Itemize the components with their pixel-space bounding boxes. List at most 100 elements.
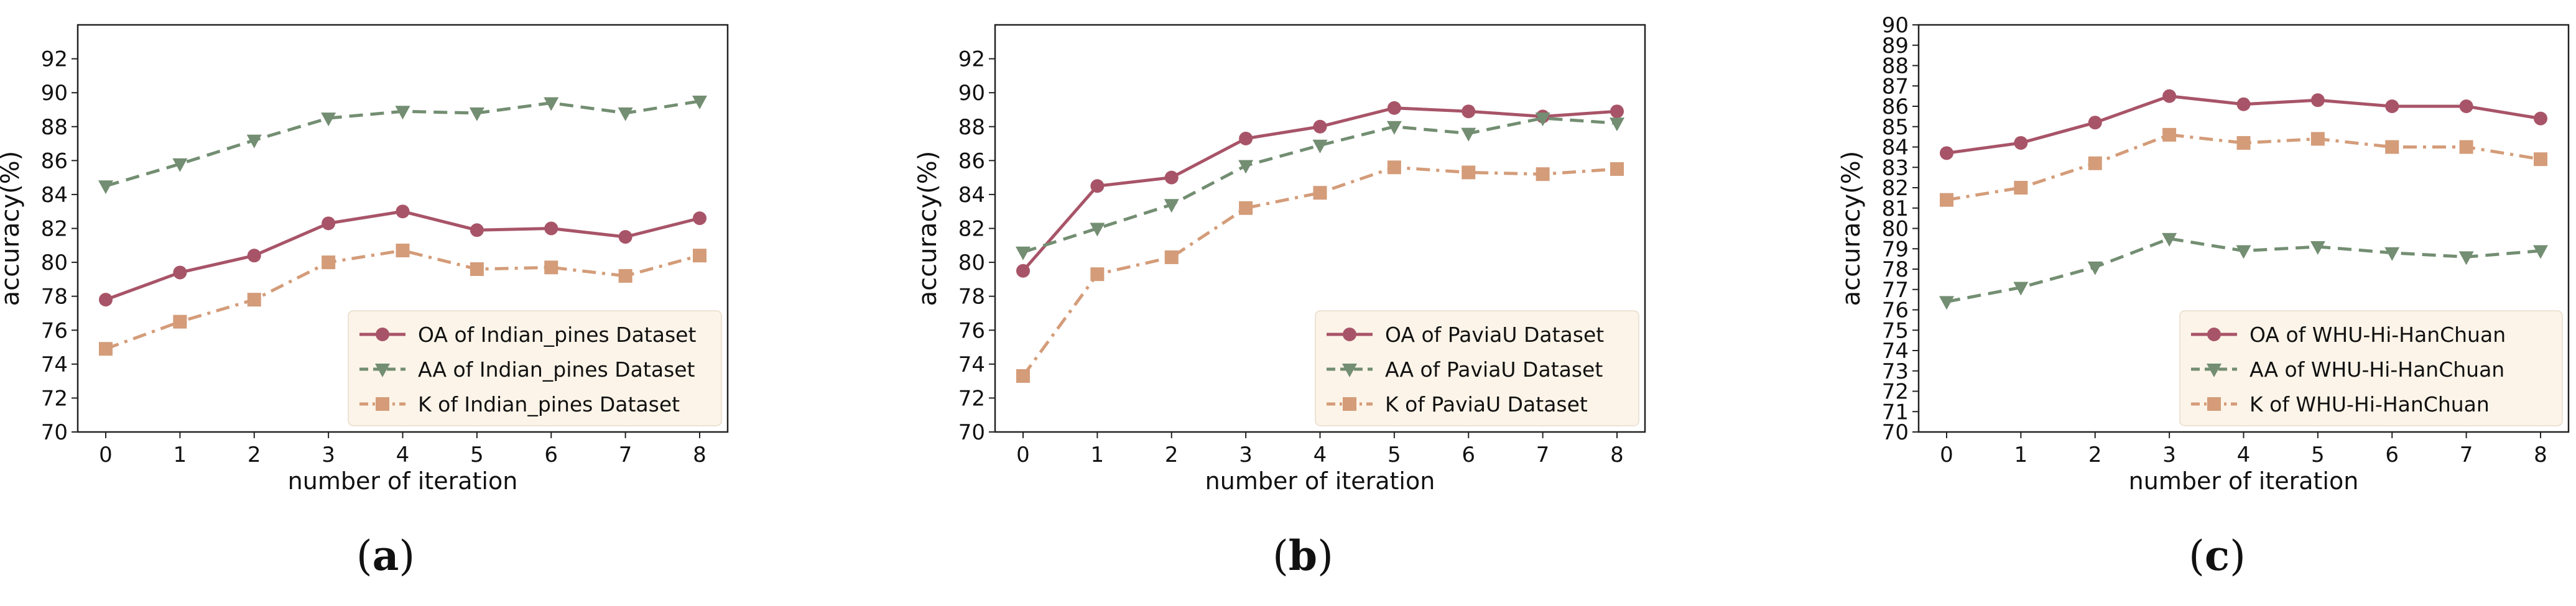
data-point-aa (2162, 232, 2177, 247)
data-point-oa (470, 223, 484, 237)
data-point-oa (99, 293, 113, 307)
data-point-aa (2013, 282, 2029, 296)
data-point-oa (2385, 99, 2399, 113)
legend-box (348, 310, 722, 426)
y-tick-label: 86 (41, 149, 68, 173)
legend-label: AA of PaviaU Dataset (1385, 357, 1603, 382)
data-point-oa (247, 249, 261, 263)
data-point-k (618, 269, 632, 283)
data-point-k (1387, 160, 1401, 175)
panel-label-c: (c) (2189, 531, 2246, 580)
data-point-k (1164, 250, 1179, 264)
data-point-k (2162, 127, 2177, 142)
y-tick-label: 78 (1882, 257, 1909, 282)
y-tick-label: 73 (1882, 359, 1909, 384)
data-point-k (2236, 135, 2251, 150)
x-tick-label: 1 (1091, 443, 1105, 467)
legend-box (1315, 310, 1639, 426)
data-point-aa (246, 134, 262, 149)
x-axis-label: number of iteration (288, 467, 518, 495)
y-tick-label: 74 (1882, 339, 1909, 364)
legend-label: AA of WHU-Hi-HanChuan (2249, 357, 2504, 382)
legend-box (2179, 310, 2563, 426)
legend-label: K of PaviaU Dataset (1385, 392, 1588, 416)
data-point-aa (2236, 245, 2251, 259)
data-point-aa (618, 107, 633, 121)
y-tick-label: 70 (958, 420, 985, 445)
legend-marker (2207, 364, 2222, 377)
x-tick-label: 4 (2237, 443, 2251, 467)
legend-marker (2207, 328, 2221, 341)
y-tick-label: 80 (41, 250, 68, 275)
data-point-k (1239, 201, 1253, 215)
legend-marker (375, 364, 390, 377)
panel-label-a: (a) (356, 531, 415, 580)
legend-label: OA of WHU-Hi-HanChuan (2249, 323, 2506, 347)
data-point-oa (1016, 264, 1030, 278)
data-point-oa (1090, 179, 1105, 193)
x-tick-label: 3 (322, 443, 335, 467)
data-point-k (544, 260, 558, 275)
data-point-k (2385, 140, 2399, 154)
data-point-k (247, 293, 261, 307)
y-tick-label: 74 (41, 352, 68, 377)
x-tick-label: 0 (1940, 443, 1953, 467)
y-tick-label: 78 (958, 285, 985, 310)
legend-marker (1343, 397, 1356, 411)
y-tick-label: 79 (1882, 237, 1909, 262)
legend-label: AA of Indian_pines Dataset (418, 357, 695, 382)
y-tick-label: 82 (1882, 176, 1909, 201)
data-point-aa (1312, 139, 1328, 154)
data-point-oa (1940, 146, 1953, 160)
data-point-k (2014, 181, 2028, 195)
y-tick-label: 86 (1882, 94, 1909, 119)
x-tick-label: 5 (2311, 443, 2325, 467)
y-tick-label: 77 (1882, 278, 1909, 303)
y-tick-label: 90 (1882, 13, 1909, 38)
x-tick-label: 3 (2162, 443, 2176, 467)
data-point-aa (2533, 245, 2548, 259)
x-tick-label: 5 (470, 443, 484, 467)
x-tick-label: 2 (248, 443, 261, 467)
y-axis-label: accuracy(%) (0, 151, 25, 306)
data-point-oa (1610, 104, 1624, 119)
data-point-oa (1387, 101, 1401, 115)
legend-label: OA of Indian_pines Dataset (418, 323, 696, 347)
data-point-oa (2088, 116, 2102, 130)
x-tick-label: 7 (1536, 443, 1550, 467)
data-point-aa (1238, 160, 1254, 174)
y-tick-label: 88 (41, 115, 68, 140)
data-point-aa (1461, 127, 1476, 142)
x-tick-label: 5 (1388, 443, 1401, 467)
legend-label: K of WHU-Hi-HanChuan (2249, 392, 2490, 416)
data-point-oa (2310, 93, 2325, 108)
x-tick-label: 6 (544, 443, 558, 467)
data-point-aa (172, 158, 188, 172)
x-tick-label: 0 (1016, 443, 1030, 467)
legend-label: K of Indian_pines Dataset (418, 392, 680, 416)
data-point-oa (1239, 131, 1253, 145)
data-point-oa (1164, 170, 1179, 185)
data-point-k (470, 262, 484, 276)
data-point-k (1016, 369, 1030, 383)
y-tick-label: 90 (958, 81, 985, 106)
data-point-oa (1313, 119, 1327, 134)
y-tick-label: 72 (958, 386, 985, 411)
chart-c: 7071727374757677787980818283848586878889… (1837, 13, 2570, 495)
series-line-aa (1022, 116, 1618, 254)
data-point-aa (2458, 251, 2474, 265)
data-point-k (2534, 152, 2547, 167)
data-point-k (396, 243, 410, 257)
data-point-oa (2236, 97, 2251, 111)
series-line-k (1021, 165, 1618, 377)
y-tick-label: 71 (1882, 400, 1909, 425)
data-point-aa (2087, 261, 2103, 275)
y-tick-label: 76 (41, 318, 68, 343)
y-tick-label: 81 (1882, 196, 1909, 221)
y-tick-label: 72 (41, 386, 68, 411)
x-tick-label: 8 (693, 443, 707, 467)
data-point-oa (322, 216, 336, 231)
